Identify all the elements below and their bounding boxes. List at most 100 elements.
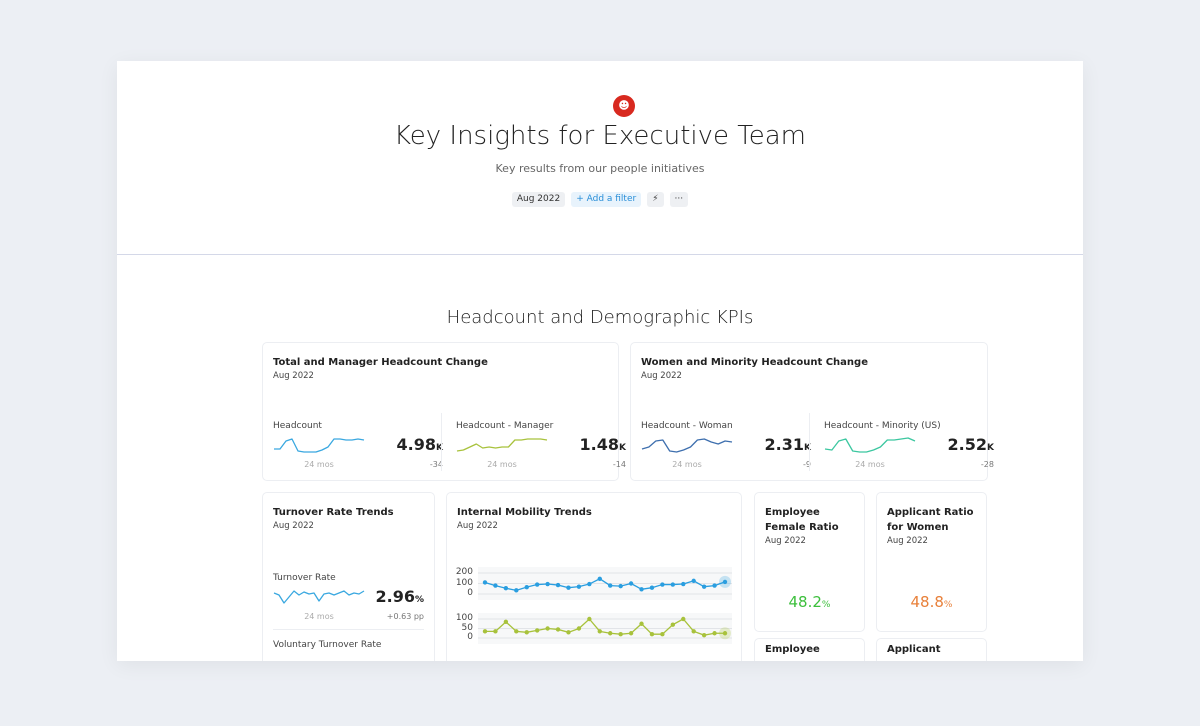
data-point <box>639 621 644 626</box>
data-point <box>618 583 623 589</box>
kpi-delta: +0.63 pp <box>386 612 424 621</box>
female-ratio-value: 48.2% <box>788 593 831 611</box>
data-point <box>493 583 498 588</box>
card-date: Aug 2022 <box>273 371 314 381</box>
kpi-label: Headcount <box>273 421 322 431</box>
data-point <box>639 587 644 592</box>
sparkline <box>824 437 916 453</box>
data-point <box>566 585 571 590</box>
data-point <box>722 631 728 636</box>
user-report-icon: ☻ <box>613 95 635 117</box>
mobility-card[interactable]: Internal Mobility Trends Aug 2022 200 100… <box>446 492 742 661</box>
data-point <box>482 629 488 634</box>
kpi-label: Headcount - Woman <box>641 421 733 431</box>
kpi-headcount-manager[interactable]: Headcount - Manager 24 mos 1.48K -14 <box>456 421 626 471</box>
kpi-value: 4.98K <box>396 435 443 454</box>
data-point <box>555 627 561 632</box>
data-point <box>628 581 634 586</box>
more-options-button[interactable]: ··· <box>669 192 689 207</box>
data-point <box>514 588 519 593</box>
kpi-headcount-woman[interactable]: Headcount - Woman 24 mos 2.31K -9 <box>641 421 811 471</box>
data-point <box>712 583 717 588</box>
turnover-card[interactable]: Turnover Rate Trends Aug 2022 Turnover R… <box>262 492 435 661</box>
kpi-label: Turnover Rate <box>273 573 336 583</box>
lightning-icon[interactable]: ⚡︎ <box>647 192 664 207</box>
data-point <box>608 583 613 588</box>
data-point <box>576 626 582 631</box>
y-tick-label: 100 <box>455 577 473 588</box>
data-point <box>597 629 602 634</box>
data-point <box>681 616 686 622</box>
kpi-value: 2.96% <box>375 587 424 606</box>
date-filter-chip[interactable]: Aug 2022 <box>511 192 566 207</box>
applicant-ratio-card[interactable]: Applicant Ratio for Women Aug 2022 48.8% <box>876 492 987 632</box>
y-tick-label: 200 <box>455 567 473 577</box>
card-date: Aug 2022 <box>765 536 806 546</box>
kpi-period: 24 mos <box>672 460 702 469</box>
kpi-label: Headcount - Minority (US) <box>824 421 941 431</box>
kpi-label: Headcount - Manager <box>456 421 554 431</box>
data-point <box>628 631 634 636</box>
sparkline <box>641 438 733 453</box>
data-point <box>670 622 676 627</box>
data-point <box>555 582 561 588</box>
female-ratio-card[interactable]: Employee Female Ratio Aug 2022 48.2% <box>754 492 865 632</box>
page-subtitle: Key results from our people initiatives <box>495 162 705 175</box>
kpi-turnover-rate[interactable]: Turnover Rate 24 mos 2.96% +0.63 pp <box>273 573 424 623</box>
data-point <box>514 629 519 634</box>
data-point <box>534 582 540 587</box>
diversity-card[interactable]: Women and Minority Headcount Change Aug … <box>630 342 994 481</box>
kpi-headcount-minority[interactable]: Headcount - Minority (US) 24 mos 2.52K -… <box>824 421 994 471</box>
data-point <box>503 586 509 591</box>
sparkline <box>273 590 365 604</box>
data-point <box>681 581 686 587</box>
card-title: Applicant <box>887 644 941 655</box>
y-tick-label: 100 <box>455 613 473 623</box>
y-tick-label: 0 <box>467 632 473 642</box>
dashboard-window: ☻ Key Insights for Executive Team Key re… <box>117 61 1083 661</box>
card-date: Aug 2022 <box>887 536 928 546</box>
mobility-chart <box>478 567 732 644</box>
kpi-period: 24 mos <box>304 612 334 621</box>
data-point <box>524 584 529 590</box>
kpi-delta: -28 <box>980 460 994 469</box>
data-point <box>587 616 592 622</box>
data-point <box>503 619 509 625</box>
data-point <box>587 581 592 587</box>
card-title: Employee Female Ratio <box>765 507 839 533</box>
data-point <box>691 629 696 634</box>
applicant-ratio-value: 48.8% <box>910 593 953 611</box>
data-point <box>493 629 498 634</box>
headcount-card[interactable]: Total and Manager Headcount Change Aug 2… <box>262 342 626 481</box>
kpi-value: 2.31K <box>764 435 811 454</box>
applicant-card[interactable]: Applicant <box>876 638 987 661</box>
data-point <box>660 582 665 587</box>
page-title: Key Insights for Executive Team <box>394 121 806 151</box>
y-tick-label: 50 <box>461 622 473 633</box>
data-point <box>618 632 623 637</box>
add-filter-button[interactable]: + Add a filter <box>571 192 642 207</box>
data-point <box>524 630 529 635</box>
card-date: Aug 2022 <box>457 521 498 531</box>
data-point <box>566 630 571 635</box>
data-point <box>701 632 707 638</box>
data-point <box>722 579 728 585</box>
data-point <box>608 631 613 636</box>
data-point <box>482 580 488 585</box>
kpi-value: 1.48K <box>579 435 626 454</box>
kpi-delta: -9 <box>803 460 811 469</box>
kpi-value: 2.52K <box>947 435 994 454</box>
sparkline <box>274 438 365 453</box>
kpi-delta: -14 <box>612 460 626 469</box>
kpi-period: 24 mos <box>855 460 885 469</box>
data-point <box>670 582 676 587</box>
card-date: Aug 2022 <box>273 521 314 531</box>
card-title: Women and Minority Headcount Change <box>641 357 868 368</box>
y-tick-label: 0 <box>467 588 473 598</box>
data-point <box>545 581 550 587</box>
dashboard-header: ☻ Key Insights for Executive Team Key re… <box>117 61 1083 255</box>
employee-card[interactable]: Employee <box>754 638 865 661</box>
card-title: Employee <box>765 644 820 655</box>
data-point <box>649 632 655 637</box>
kpi-headcount[interactable]: Headcount 24 mos 4.98K -34 <box>273 421 443 471</box>
